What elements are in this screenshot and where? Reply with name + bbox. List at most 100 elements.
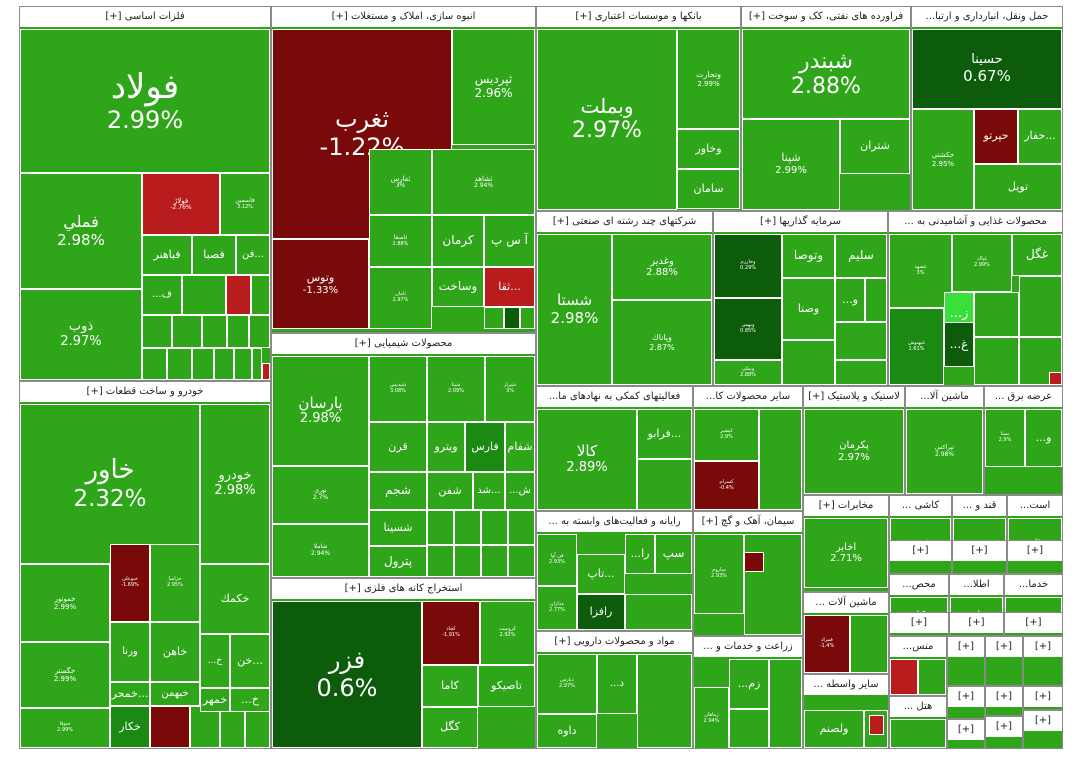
- sector-title[interactable]: خدما...: [1005, 575, 1062, 595]
- minor-tile[interactable]: [142, 348, 167, 380]
- stock-tile[interactable]: تاپ...: [577, 554, 625, 594]
- sector-title[interactable]: [+]: [953, 541, 1006, 561]
- stock-tile[interactable]: خموتور 2.99%: [20, 564, 110, 642]
- stock-tile[interactable]: خن...: [230, 634, 270, 688]
- sector-auto[interactable]: خاور 2.32% خودرو 2.98% خموتور 2.99% خبوعلی -1.6…: [19, 381, 271, 749]
- stock-tile[interactable]: ...زم: [729, 659, 769, 709]
- minor-tile[interactable]: [744, 552, 764, 572]
- stock-tile[interactable]: ثاصفا 2.88%: [369, 215, 432, 267]
- sector-title[interactable]: حمل ونقل، انبارداری و ارتبا...: [912, 7, 1062, 27]
- sector-refinery[interactable]: شبندر 2.88% شپنا 2.99% شتران فراورده های نفتی…: [741, 6, 911, 211]
- sector-computer[interactable]: سپ ...را تاپ... فن آوا 2.93% مداران 2.77% رافزا…: [536, 511, 693, 631]
- sector-metals[interactable]: فولاد 2.99% فملي 2.98% ذوب 2.97% فولاژ -2.76% فا…: [19, 6, 271, 381]
- sector-small15[interactable]: [+]: [889, 612, 949, 636]
- sector-title[interactable]: شرکتهای چند رشته ای صنعتی [+]: [537, 212, 712, 232]
- minor-tile[interactable]: [182, 275, 226, 315]
- sector-title[interactable]: محص...: [890, 575, 948, 595]
- stock-tile[interactable]: ثقا...: [484, 267, 535, 307]
- stock-tile[interactable]: تاصيکو: [478, 665, 535, 707]
- sector-machinery[interactable]: تپراکس 2.98% ماشین آلا...: [905, 386, 984, 495]
- sector-title[interactable]: کاشی ...: [890, 496, 951, 516]
- minor-tile[interactable]: [142, 315, 172, 348]
- sector-title[interactable]: [+]: [1024, 637, 1062, 657]
- stock-tile[interactable]: شتران: [840, 119, 910, 174]
- sector-telecom[interactable]: اخابر 2.71% مخابرات [+]: [803, 495, 889, 592]
- minor-tile[interactable]: [454, 510, 481, 545]
- stock-tile[interactable]: کاما: [422, 665, 478, 707]
- stock-tile[interactable]: شپديس 3.08%: [369, 356, 427, 422]
- stock-tile[interactable]: فاسمين 3.12%: [220, 173, 270, 235]
- sector-agri[interactable]: ...زم زماهان 2.94% زراعت و خدمات و ...: [693, 636, 803, 749]
- minor-tile[interactable]: [1019, 337, 1062, 385]
- stock-tile[interactable]: ثفارس 3%: [369, 149, 432, 215]
- sector-banks[interactable]: وبملت 2.97% وتجارت 2.99% وخاور سامان بانکها و …: [536, 6, 741, 211]
- stock-tile[interactable]: کپشیر 2.9%: [694, 409, 759, 461]
- sector-transport[interactable]: حسينا 0.67% حکشتي 2.95% حپرتو حفار... تویل حمل …: [911, 6, 1063, 211]
- sector-title[interactable]: محصولات شیمیایی [+]: [272, 334, 535, 354]
- minor-tile[interactable]: [850, 615, 888, 673]
- stock-tile[interactable]: شاملا 2.94%: [272, 524, 369, 577]
- stock-tile[interactable]: وپاناك 2.87%: [612, 300, 712, 385]
- minor-tile[interactable]: [262, 363, 270, 380]
- minor-tile[interactable]: [167, 348, 192, 380]
- minor-tile[interactable]: [484, 307, 504, 329]
- sector-construction[interactable]: ثغرب-1.22%ثپردیس2.96%ثتران1%ثفارس3%ثشاهد…: [271, 6, 536, 333]
- sector-small14[interactable]: [+]: [949, 612, 1004, 636]
- sector-utility[interactable]: بمپنا 2.9% ...و عرضه برق ...: [984, 386, 1063, 495]
- minor-tile[interactable]: [190, 706, 220, 748]
- sector-small5[interactable]: [+]: [985, 686, 1023, 716]
- stock-tile[interactable]: وساخت: [432, 267, 484, 307]
- stock-tile[interactable]: فولاد 2.99%: [20, 29, 270, 173]
- stock-tile[interactable]: ختوقا 2.99%: [20, 708, 110, 748]
- stock-tile[interactable]: ثپردیس 2.96%: [452, 29, 535, 145]
- stock-tile[interactable]: ...غ: [944, 322, 974, 367]
- sector-title[interactable]: سیمان، آهک و گچ [+]: [694, 512, 802, 532]
- stock-tile[interactable]: وغدير 2.88%: [612, 234, 712, 300]
- stock-tile[interactable]: وتجارت 2.99%: [677, 29, 740, 129]
- minor-tile[interactable]: [835, 360, 887, 385]
- stock-tile[interactable]: وتوس -1.33%: [272, 239, 369, 329]
- stock-tile[interactable]: پترول: [369, 546, 427, 577]
- sector-title[interactable]: منس...: [890, 637, 946, 657]
- stock-tile[interactable]: ...ش: [505, 472, 535, 510]
- minor-tile[interactable]: [918, 659, 946, 695]
- stock-tile[interactable]: وخاور: [677, 129, 740, 169]
- sector-multi[interactable]: شستا 2.98% وغدير 2.88% وپاناك 2.87% شرکتهای چن…: [536, 211, 713, 386]
- minor-tile[interactable]: [481, 510, 508, 545]
- stock-tile[interactable]: غگل: [1012, 234, 1062, 276]
- sector-title[interactable]: هتل ...: [890, 697, 946, 717]
- sector-title[interactable]: اطلا...: [950, 575, 1003, 595]
- stock-tile[interactable]: غبهنوش 1.61%: [889, 308, 944, 385]
- minor-tile[interactable]: [835, 322, 887, 360]
- stock-tile[interactable]: ...و: [835, 278, 865, 322]
- sector-title[interactable]: استخراج کانه های فلزی [+]: [272, 579, 535, 599]
- stock-tile[interactable]: سامان: [677, 169, 740, 209]
- sector-mining[interactable]: فزر 0.6% کچاد -1.91% کروميت 2.92% کاما تاصيکو کگ…: [271, 578, 536, 749]
- stock-tile[interactable]: کچاد -1.91%: [422, 601, 480, 665]
- stock-tile[interactable]: حکشتي 2.95%: [912, 109, 974, 210]
- stock-tile[interactable]: حسينا 0.67%: [912, 29, 1062, 109]
- sector-title[interactable]: [+]: [890, 541, 951, 561]
- stock-tile[interactable]: ...خ: [230, 688, 270, 712]
- stock-tile[interactable]: وبهمن 0.85%: [714, 298, 782, 360]
- sector-textile[interactable]: منس...: [889, 636, 947, 696]
- sector-small7[interactable]: [+]: [947, 719, 985, 749]
- stock-tile[interactable]: پکرمان 2.97%: [804, 409, 904, 494]
- sector-title[interactable]: سایر محصولات کا...: [694, 387, 802, 407]
- minor-tile[interactable]: [637, 459, 692, 510]
- stock-tile[interactable]: سپ: [655, 534, 692, 574]
- sector-title[interactable]: فراورده های نفتی، کک و سوخت [+]: [742, 7, 910, 27]
- minor-tile[interactable]: [520, 307, 535, 329]
- sector-small9[interactable]: [+]: [1023, 710, 1063, 749]
- sector-title[interactable]: [+]: [948, 637, 984, 657]
- minor-tile[interactable]: [625, 594, 692, 630]
- sector-title[interactable]: خودرو و ساخت قطعات [+]: [20, 382, 270, 402]
- stock-tile[interactable]: شپنا 2.09%: [427, 356, 485, 422]
- sector-title[interactable]: فلزات اساسی [+]: [20, 7, 270, 27]
- minor-tile[interactable]: [869, 715, 884, 735]
- sector-title[interactable]: مواد و محصولات دارویی [+]: [537, 632, 692, 652]
- sector-hotel[interactable]: هتل ...: [889, 696, 947, 749]
- minor-tile[interactable]: [172, 315, 202, 348]
- minor-tile[interactable]: [508, 510, 535, 545]
- stock-tile[interactable]: کالا 2.89%: [537, 409, 637, 510]
